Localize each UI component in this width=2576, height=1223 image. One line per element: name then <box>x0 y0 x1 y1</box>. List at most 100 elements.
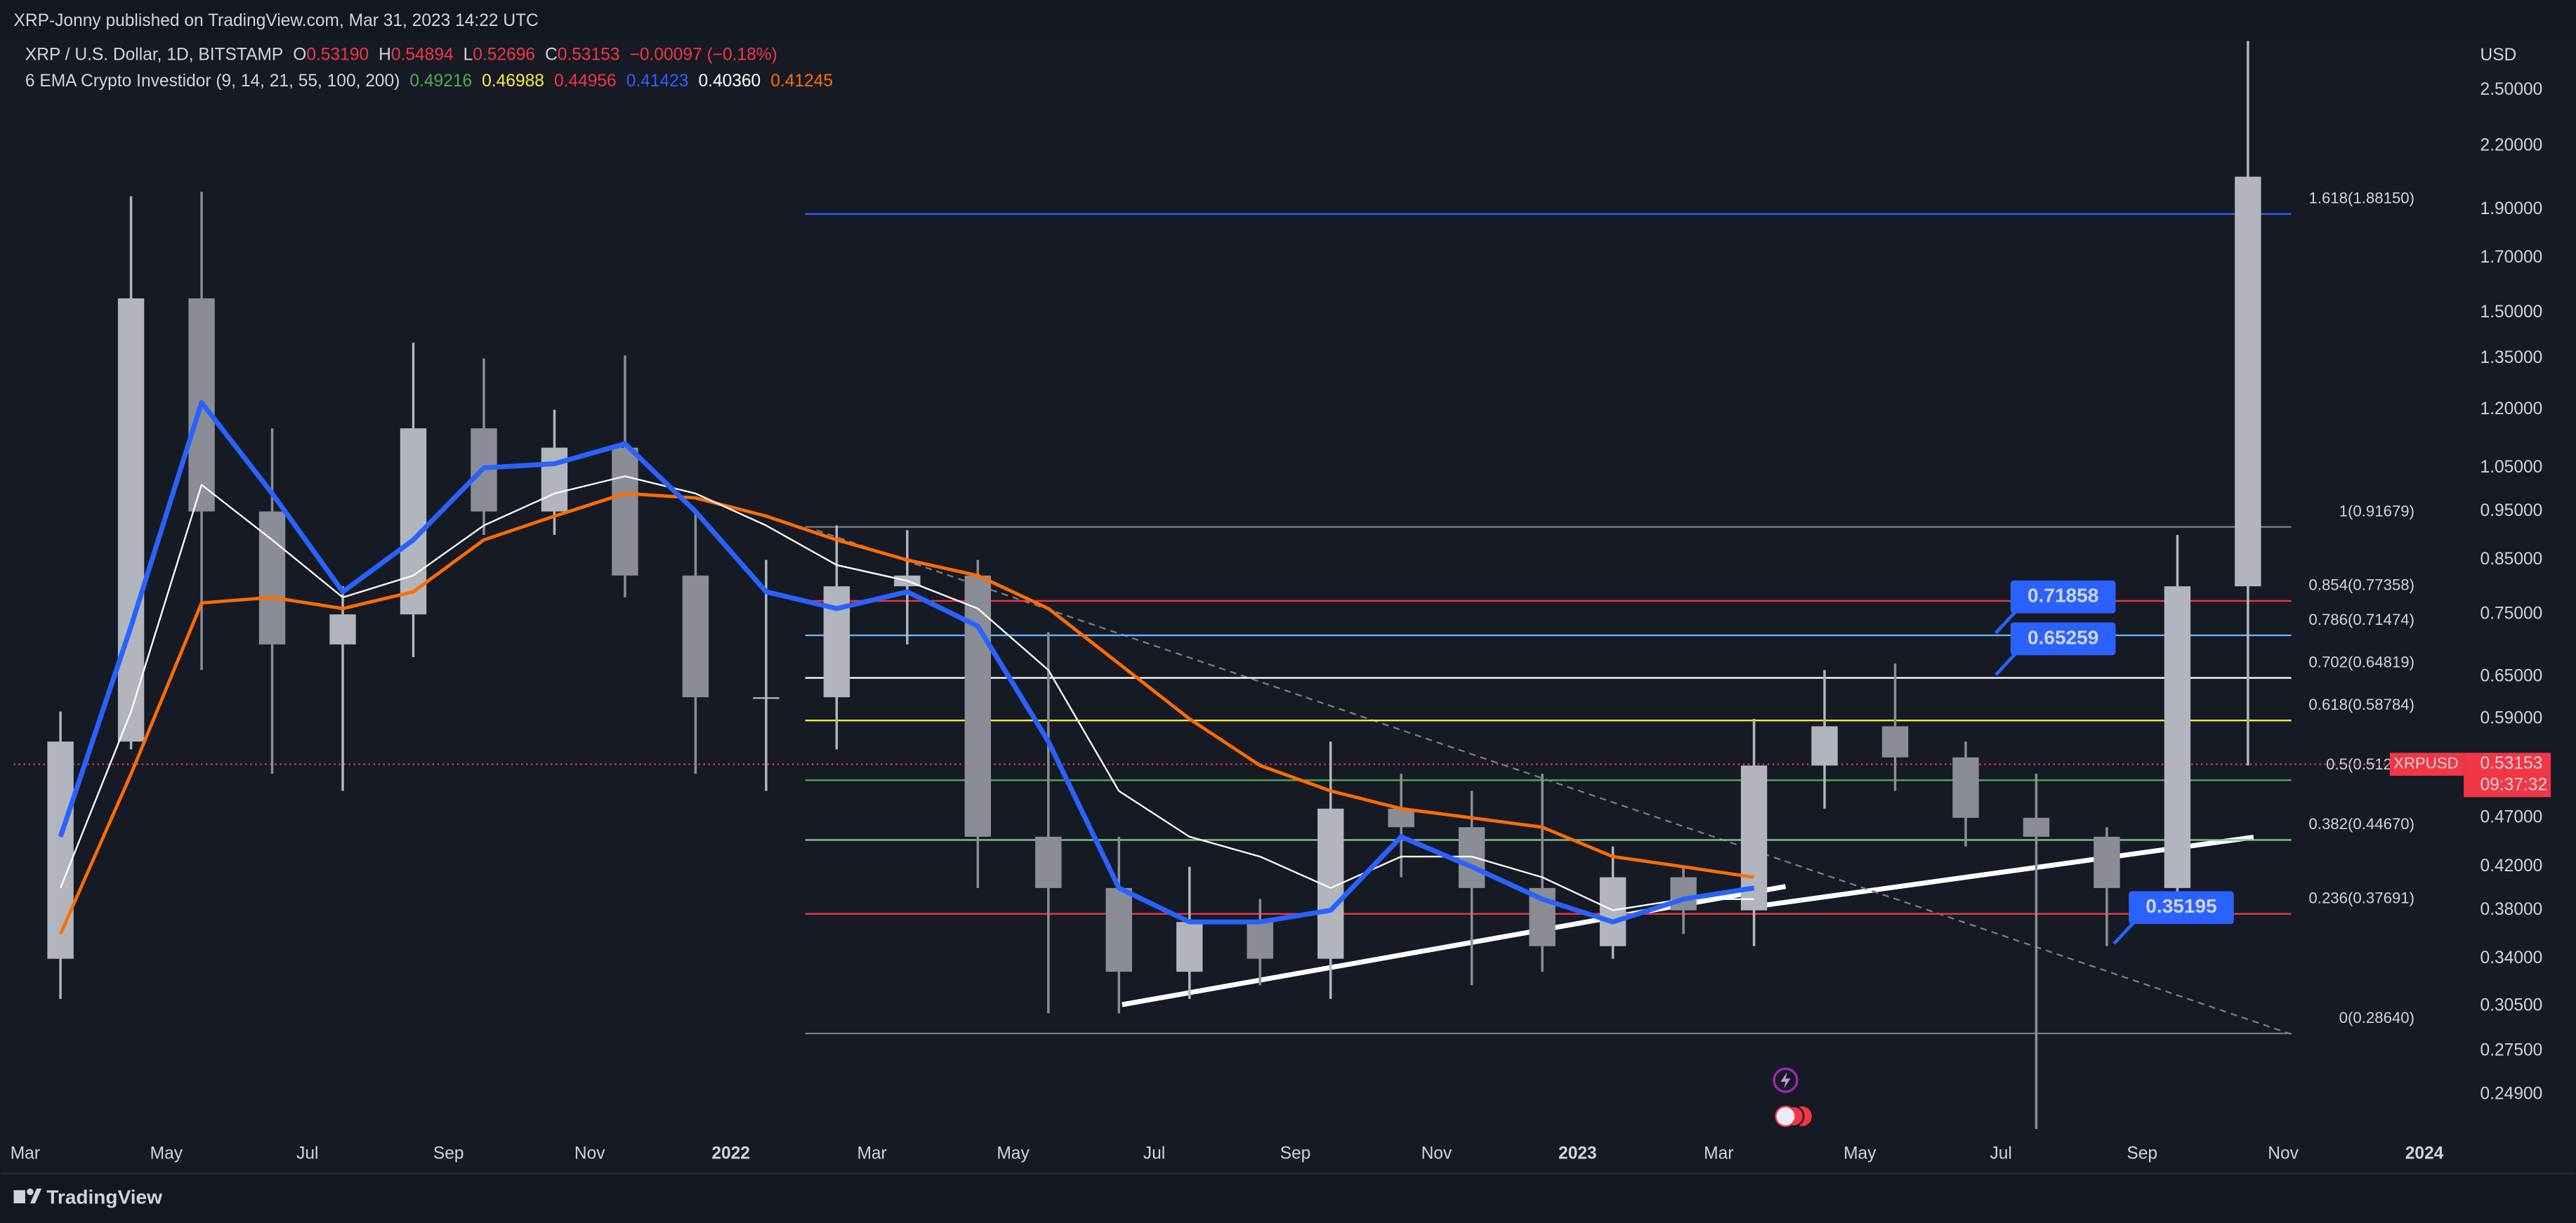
x-tick-label: Mar <box>11 1144 40 1163</box>
candle-body <box>1670 877 1697 911</box>
candle-body <box>964 575 992 837</box>
candle-body <box>1599 877 1627 946</box>
indicator-value: 0.49216 <box>409 72 472 91</box>
candle-body <box>117 298 145 742</box>
event-icons <box>1773 1067 1812 1128</box>
candle-body <box>1458 827 1485 888</box>
fib-label: 0.786(0.71474) <box>2308 611 2414 628</box>
ema-line <box>59 491 1754 935</box>
callout-pointer <box>1995 609 2018 635</box>
ohlc-label: O <box>293 46 306 65</box>
callout-pointer <box>2112 919 2137 945</box>
y-tick-label: 1.50000 <box>2480 303 2543 322</box>
x-tick-label: Sep <box>2127 1144 2157 1163</box>
logo <box>13 1188 42 1203</box>
price-badge <box>2464 753 2551 798</box>
candle-body <box>1811 726 1838 766</box>
ohlc-value: 0.53190 <box>306 46 369 65</box>
candle-body <box>823 586 850 698</box>
callout-label: 0.35195 <box>2145 895 2216 917</box>
symbol-badge-label: XRPUSD <box>2393 754 2459 772</box>
x-tick-label: Nov <box>574 1144 605 1163</box>
change: −0.00097 (−0.18%) <box>630 46 777 65</box>
candle-body <box>1952 757 1979 818</box>
candle-body <box>2023 817 2050 837</box>
x-tick-label: 2024 <box>2405 1144 2444 1163</box>
y-tick-label: 0.42000 <box>2480 857 2543 875</box>
y-tick-label: 0.65000 <box>2480 666 2543 685</box>
candle-body <box>1176 922 1203 972</box>
y-tick-label: 0.47000 <box>2480 807 2543 826</box>
fib-label: 0(0.28640) <box>2339 1009 2414 1026</box>
callout-pointer <box>1995 651 2018 676</box>
candle-body <box>1105 887 1132 972</box>
y-tick-label: 2.50000 <box>2480 80 2543 99</box>
indicator-value: 0.46988 <box>482 72 544 91</box>
indicator-value: 0.41423 <box>626 72 689 91</box>
candle-body <box>1247 922 1273 959</box>
indicator-value: 0.40360 <box>698 72 761 91</box>
callout-box <box>2010 622 2116 656</box>
x-tick-label: 2023 <box>1558 1144 1597 1163</box>
fib-label: 0.618(0.58784) <box>2308 696 2414 713</box>
indicator-legend: 6 EMA Crypto Investidor (9, 14, 21, 55, … <box>25 72 833 91</box>
callout-box <box>2129 891 2234 925</box>
y-tick-label: 1.20000 <box>2480 399 2543 418</box>
price-badge-label: 0.53153 <box>2480 754 2543 773</box>
x-tick-label: Nov <box>1421 1144 1452 1163</box>
countdown-label: 09:37:32 <box>2480 775 2548 794</box>
y-tick-label: 0.75000 <box>2480 604 2543 623</box>
x-tick-label: Jul <box>296 1144 318 1163</box>
fib-label: 1.618(1.88150) <box>2308 190 2414 207</box>
fib-label: 1(0.91679) <box>2339 502 2414 520</box>
y-tick-label: 0.34000 <box>2480 948 2543 967</box>
x-tick-label: Jul <box>1143 1144 1165 1163</box>
fib-label: 0.702(0.64819) <box>2308 653 2414 670</box>
y-tick-label: 0.95000 <box>2480 501 2543 520</box>
x-tick-label: Nov <box>2268 1144 2299 1163</box>
callout-label: 0.65259 <box>2028 626 2098 648</box>
fib-label: 0.382(0.44670) <box>2308 815 2414 833</box>
y-tick-label: 1.35000 <box>2480 348 2543 367</box>
candle-body <box>1740 765 1768 911</box>
indicator-value: 0.44956 <box>554 72 617 91</box>
ema-line <box>60 475 1754 911</box>
x-tick-label: May <box>150 1144 183 1163</box>
candle-body <box>2164 586 2191 888</box>
logo-part <box>29 1188 42 1203</box>
candle-body <box>258 511 286 644</box>
candle-body <box>753 697 780 699</box>
y-tick-label: 0.59000 <box>2480 708 2543 727</box>
brand: TradingView <box>46 1186 162 1208</box>
ohlc-value: 0.54894 <box>391 46 454 65</box>
x-tick-label: May <box>997 1144 1030 1163</box>
candle-body <box>682 575 709 698</box>
candle-body <box>1035 836 1062 888</box>
candle-body <box>329 614 356 644</box>
x-tick-label: Mar <box>1704 1144 1733 1163</box>
candle-body <box>2094 836 2120 888</box>
x-tick-label: Sep <box>1280 1144 1311 1163</box>
y-tick-label: 0.85000 <box>2480 550 2543 569</box>
candle-body <box>47 741 74 959</box>
ohlc-label: H <box>379 46 391 65</box>
ohlc-value: 0.53153 <box>558 46 620 65</box>
x-tick-label: Sep <box>433 1144 464 1163</box>
fib-label: 0.236(0.37691) <box>2308 890 2414 907</box>
indicator-value: 0.41245 <box>770 72 833 91</box>
x-tick-label: Jul <box>1990 1144 2012 1163</box>
x-tick-label: May <box>1844 1144 1877 1163</box>
candle-body <box>541 447 568 512</box>
symbol: XRP / U.S. Dollar, 1D, BITSTAMP <box>25 46 283 65</box>
fib-label: 0.854(0.77358) <box>2308 576 2414 594</box>
ohlc-label: L <box>464 46 473 65</box>
y-tick-label: 1.90000 <box>2480 199 2543 218</box>
logo-part <box>13 1190 25 1203</box>
candle-body <box>1388 808 1414 828</box>
x-tick-label: Mar <box>857 1144 886 1163</box>
y-tick-label: 0.27500 <box>2480 1041 2543 1060</box>
callout-box <box>2010 580 2116 614</box>
x-tick-label: 2022 <box>711 1144 750 1163</box>
y-tick-label: 1.70000 <box>2480 248 2543 267</box>
